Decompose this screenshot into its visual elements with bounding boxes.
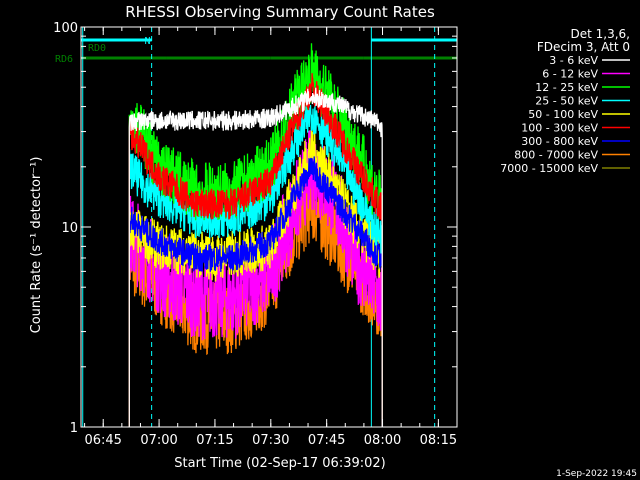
series-line-6 (128, 156, 383, 427)
series-line-3 (128, 100, 383, 427)
series-group (128, 43, 383, 427)
x-tick-label-2: 07:15 (196, 433, 233, 448)
legend-label-4: 50 - 100 keV (528, 108, 598, 121)
y-tick-label-1: 10 (61, 221, 78, 236)
series-line-5 (128, 73, 383, 427)
legend-label-6: 300 - 800 keV (521, 135, 598, 148)
legend-label-0: 3 - 6 keV (549, 54, 598, 67)
legend-label-1: 6 - 12 keV (542, 68, 598, 81)
series-line-0 (128, 87, 383, 427)
y-tick-label-0: 1 (70, 421, 78, 436)
y-axis-label: Count Rate (s⁻¹ detector⁻¹) (29, 157, 44, 334)
x-tick-label-5: 08:00 (364, 433, 401, 448)
axes: 06:45 07:00 07:15 07:30 07:45 08:00 08:15 1 10 10… (53, 21, 458, 448)
chart-title: RHESSI Observing Summary Count Rates (125, 3, 435, 21)
legend-label-2: 12 - 25 keV (535, 81, 598, 94)
series-line-1 (128, 125, 383, 427)
x-tick-label-0: 06:45 (84, 433, 121, 448)
y-tick-label-2: 100 (53, 21, 78, 36)
legend-label-5: 100 - 300 keV (521, 122, 598, 135)
x-axis-label: Start Time (02-Sep-17 06:39:02) (174, 456, 385, 471)
legend-header-line-1: Det 1,3,6, (571, 27, 631, 41)
legend-header-line-2: FDecim 3, Att 0 (537, 40, 630, 54)
legend-label-3: 25 - 50 keV (535, 95, 598, 108)
x-tick-label-3: 07:30 (252, 433, 289, 448)
footer-date: 1-Sep-2022 19:45 (556, 469, 637, 479)
x-tick-label-1: 07:00 (140, 433, 177, 448)
legend-label-8: 7000 - 15000 keV (500, 162, 598, 175)
x-tick-label-6: 08:15 (420, 433, 457, 448)
x-tick-label-4: 07:45 (308, 433, 345, 448)
flag-rd0-label: RD0 (88, 43, 106, 54)
flag-rd6-label: RD6 (55, 54, 73, 65)
flag-n-label: N (144, 36, 150, 47)
legend-label-7: 800 - 7000 keV (514, 149, 598, 162)
flag-lines: N RD0 RD6 (55, 36, 457, 65)
